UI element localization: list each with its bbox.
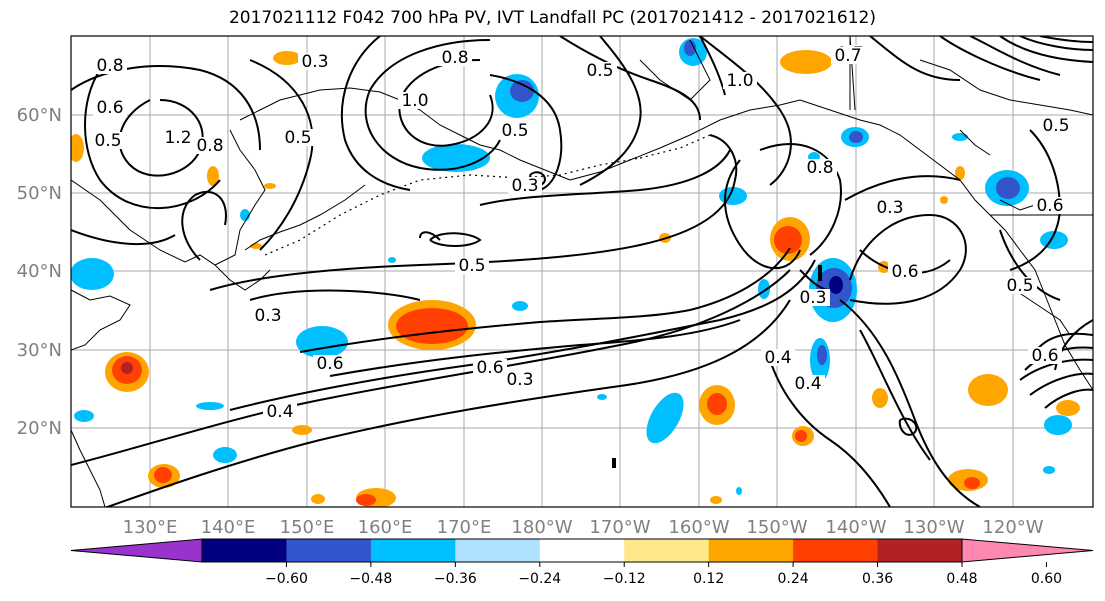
lon-label: 150°E [280, 517, 335, 538]
contour-label: 0.3 [301, 52, 328, 72]
lat-label: 40°N [17, 261, 62, 282]
contour-label: 1.0 [726, 71, 753, 91]
contour-label: 0.7 [834, 46, 861, 66]
contour-label: 0.6 [316, 354, 343, 374]
lon-label: 140°W [825, 517, 886, 538]
contour-label: 1.2 [164, 128, 191, 148]
colorbar-tick-label: 0.36 [862, 571, 893, 587]
contour-label: 0.3 [506, 370, 533, 390]
contour-label: 0.4 [794, 374, 821, 394]
lon-label: 120°W [982, 517, 1043, 538]
contour-label: 0.6 [1031, 346, 1058, 366]
colorbar-tick-label: −0.36 [434, 571, 477, 587]
colorbar: −0.60 −0.48 −0.36 −0.24 −0.12 0.12 0.24 0.36 0.4… [70, 538, 1094, 587]
lon-label: 140°E [201, 517, 256, 538]
colorbar-tick-label: 0.12 [693, 571, 724, 587]
lon-label: 180°W [511, 517, 572, 538]
colorbar-segment [202, 539, 287, 562]
colorbar-segment [793, 539, 879, 562]
colorbar-tick-label: 0.24 [778, 571, 809, 587]
colorbar-extend-high [961, 538, 1094, 563]
colorbar-segment [539, 539, 625, 562]
lat-label: 30°N [17, 340, 62, 361]
contour-label: 0.6 [1036, 196, 1063, 216]
colorbar-segment [877, 539, 963, 562]
contour-label: 0.5 [94, 131, 121, 151]
lon-label: 130°E [123, 517, 178, 538]
contour-label: 0.4 [764, 348, 791, 368]
lon-label: 170°W [589, 517, 650, 538]
contour-label: 1.0 [401, 91, 428, 111]
colorbar-tick-label: −0.60 [265, 571, 308, 587]
colorbar-segment [286, 539, 372, 562]
lat-label: 50°N [17, 183, 62, 204]
contour-label: 0.5 [501, 121, 528, 141]
colorbar-tick-label: −0.24 [518, 571, 561, 587]
colorbar-tick-label: 0.48 [946, 571, 977, 587]
latitude-labels: 60°N 50°N 40°N 30°N 20°N [17, 105, 62, 439]
contour-label: 0.3 [254, 306, 281, 326]
colorbar-segment [624, 539, 710, 562]
lat-label: 60°N [17, 105, 62, 126]
longitude-labels: 130°E 140°E 150°E 160°E 170°E 180°W 170°W 160°W… [123, 517, 1044, 538]
pv-contours [71, 36, 1093, 507]
map-title: 2017021112 F042 700 hPa PV, IVT Landfall… [228, 8, 876, 28]
colorbar-segment [708, 539, 794, 562]
lon-label: 160°E [358, 517, 413, 538]
contour-label: 0.4 [266, 402, 293, 422]
contour-label: 0.6 [96, 98, 123, 118]
contour-label: 0.6 [476, 358, 503, 378]
contour-label: 0.3 [876, 198, 903, 218]
contour-label: 0.8 [441, 48, 468, 68]
colorbar-extend-low [70, 538, 203, 563]
lon-label: 170°E [437, 517, 492, 538]
lat-label: 20°N [17, 418, 62, 439]
map-frame [70, 35, 1094, 508]
colorbar-tick-label: −0.12 [603, 571, 646, 587]
contour-label: 0.3 [511, 176, 538, 196]
colorbar-tick-label: 0.60 [1031, 571, 1062, 587]
colorbar-tick-label: −0.48 [349, 571, 392, 587]
contour-label: 0.8 [806, 158, 833, 178]
contour-label: 0.5 [586, 61, 613, 81]
colorbar-segment [455, 539, 541, 562]
lon-label: 150°W [746, 517, 807, 538]
contour-label: 0.6 [891, 262, 918, 282]
lon-label: 160°W [668, 517, 729, 538]
contour-label: 0.8 [196, 136, 223, 156]
contour-label: 0.5 [458, 256, 485, 276]
contour-label: 0.3 [799, 288, 826, 308]
contour-label: 0.5 [284, 128, 311, 148]
contour-label: 0.5 [1006, 276, 1033, 296]
lon-label: 130°W [903, 517, 964, 538]
contour-label: 0.8 [96, 56, 123, 76]
contour-labels: 0.80.30.80.71.00.60.51.20.81.00.50.30.80… [91, 44, 1073, 422]
colorbar-segment [370, 539, 456, 562]
contour-label: 0.5 [1042, 116, 1069, 136]
